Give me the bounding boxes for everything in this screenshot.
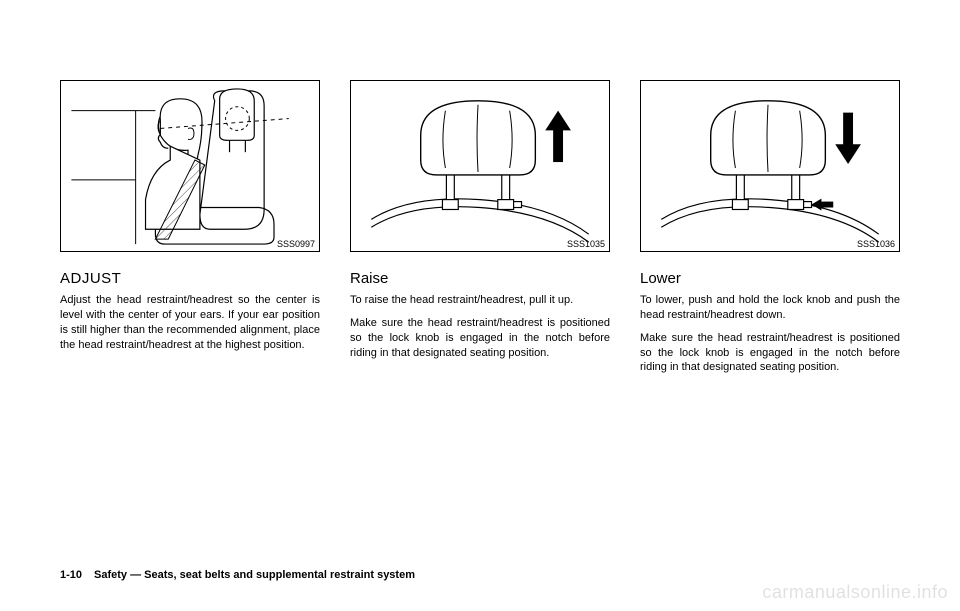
column-adjust: SSS0997 ADJUST Adjust the head restraint… <box>60 80 320 383</box>
illustration-adjust <box>61 81 319 251</box>
para-adjust-1: Adjust the head restraint/headrest so th… <box>60 293 320 352</box>
page-number: 1-10 <box>60 569 82 581</box>
section-title: Safety — Seats, seat belts and supplemen… <box>94 569 415 581</box>
manual-page: SSS0997 ADJUST Adjust the head restraint… <box>0 0 960 611</box>
illustration-raise <box>351 81 609 251</box>
figure-lower: SSS1036 <box>640 80 900 252</box>
heading-raise: Raise <box>350 270 610 287</box>
figure-raise: SSS1035 <box>350 80 610 252</box>
column-lower: SSS1036 Lower To lower, push and hold th… <box>640 80 900 383</box>
figure-label-adjust: SSS0997 <box>277 239 315 249</box>
arrow-up-icon <box>545 111 571 162</box>
column-raise: SSS1035 Raise To raise the head restrain… <box>350 80 610 383</box>
figure-label-raise: SSS1035 <box>567 239 605 249</box>
arrow-push-icon <box>812 199 834 211</box>
para-lower-2: Make sure the head restraint/headrest is… <box>640 331 900 376</box>
para-lower-1: To lower, push and hold the lock knob an… <box>640 293 900 323</box>
arrow-down-icon <box>835 113 861 164</box>
heading-adjust: ADJUST <box>60 270 320 287</box>
para-raise-2: Make sure the head restraint/headrest is… <box>350 316 610 361</box>
content-columns: SSS0997 ADJUST Adjust the head restraint… <box>60 80 900 383</box>
para-raise-1: To raise the head restraint/headrest, pu… <box>350 293 610 308</box>
heading-lower: Lower <box>640 270 900 287</box>
page-footer: 1-10 Safety — Seats, seat belts and suppl… <box>60 569 415 581</box>
illustration-lower <box>641 81 899 251</box>
figure-label-lower: SSS1036 <box>857 239 895 249</box>
watermark: carmanualsonline.info <box>762 582 948 603</box>
figure-adjust: SSS0997 <box>60 80 320 252</box>
